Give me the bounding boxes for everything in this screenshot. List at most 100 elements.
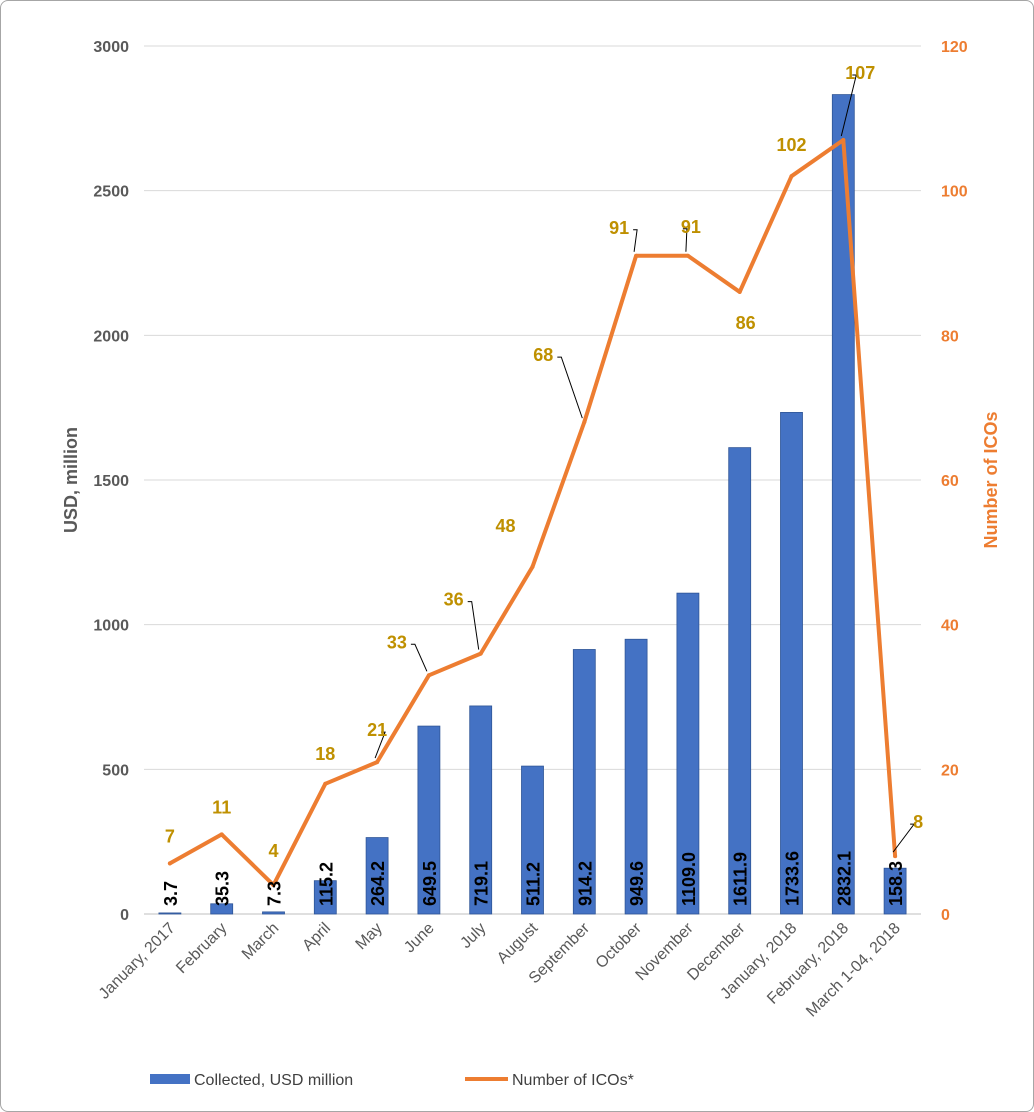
line-value-label: 91 (681, 217, 701, 237)
bar-value-label: 1109.0 (679, 852, 699, 906)
bar (624, 638, 648, 915)
bar-value-label: 115.2 (316, 862, 336, 906)
leader-line (410, 643, 428, 672)
y-tick-label: 3000 (93, 39, 129, 56)
line-value-label: 33 (387, 632, 407, 652)
y2-tick-label: 80 (941, 328, 959, 345)
category-label: May (353, 920, 386, 953)
bar-value-label: 35.3 (213, 871, 233, 906)
legend-line-label: Number of ICOs* (512, 1072, 634, 1089)
line-value-label: 18 (315, 744, 335, 764)
line-value-label: 102 (776, 135, 806, 155)
leader-line (892, 823, 916, 853)
leader-line (374, 731, 386, 759)
legend: Collected, USD million Number of ICOs* (150, 1072, 634, 1089)
y2-tick-label: 40 (941, 618, 959, 635)
line-data-labels: 7 11 4 18 21 33 36 48 68 91 91 86 102 107 8 (165, 63, 923, 861)
bar (572, 649, 596, 915)
y2-tick-label: 100 (941, 184, 968, 201)
bar (262, 911, 285, 915)
bar (831, 94, 855, 915)
category-label: April (299, 920, 334, 955)
line-value-label: 7 (165, 826, 175, 846)
line-point (219, 832, 224, 837)
y-tick-label: 0 (120, 907, 129, 924)
y2-tick-label: 20 (941, 762, 959, 779)
line-value-label: 48 (495, 516, 515, 536)
line-point (685, 253, 690, 258)
right-axis-title: Number of ICOs (981, 411, 1001, 548)
bar (158, 912, 182, 915)
bar-value-label: 649.5 (420, 861, 440, 906)
right-axis-ticks: 0 20 40 60 80 100 120 (941, 39, 968, 924)
bar (313, 880, 337, 915)
bar (883, 867, 907, 915)
line-point (323, 781, 328, 786)
bar-value-label: 914.2 (575, 861, 595, 906)
line-point (530, 564, 535, 569)
y-tick-label: 2000 (93, 328, 129, 345)
bar (469, 705, 493, 915)
bar (365, 837, 389, 915)
line-point (634, 253, 639, 258)
line-series (167, 138, 898, 888)
left-axis-title: USD, million (61, 427, 81, 533)
bar (676, 592, 700, 915)
line-point (426, 673, 431, 678)
gridlines (144, 45, 921, 915)
category-label: March 1-04, 2018 (803, 920, 904, 1021)
line-value-label: 86 (736, 313, 756, 333)
bar (417, 725, 441, 915)
bar-value-label: 1611.9 (731, 852, 751, 906)
y-tick-label: 1000 (93, 618, 129, 635)
bar-value-label: 511.2 (524, 862, 544, 906)
line-point (478, 651, 483, 656)
category-label: February (173, 920, 230, 977)
line-value-label: 91 (609, 218, 629, 238)
bar-value-label: 2832.1 (834, 851, 854, 906)
bar-value-label: 949.6 (627, 861, 647, 906)
bar-value-label: 264.2 (368, 861, 388, 906)
category-label: July (457, 920, 489, 952)
y-tick-label: 2500 (93, 184, 129, 201)
line-value-label: 107 (845, 63, 875, 83)
left-axis-ticks: 0 500 1000 1500 2000 2500 3000 (93, 39, 129, 924)
line-value-label: 8 (913, 812, 923, 832)
bar-value-label: 7.3 (265, 881, 285, 906)
line-value-label: 4 (268, 841, 278, 861)
y2-tick-label: 60 (941, 473, 959, 490)
bar (728, 447, 752, 915)
leader-line (840, 74, 857, 137)
line-value-label: 36 (444, 590, 464, 610)
line-value-label: 21 (367, 720, 387, 740)
leader-line (682, 228, 688, 252)
category-label: August (494, 919, 542, 967)
bar-value-label: 3.7 (161, 881, 181, 906)
bar-value-label: 1733.6 (783, 851, 803, 906)
line-point (789, 174, 794, 179)
category-label: June (401, 920, 438, 957)
bar-data-labels: 3.7 35.3 7.3 115.2 264.2 649.5 719.1 511.2 914.2… (161, 851, 906, 906)
leader-line (467, 601, 480, 650)
legend-bar-swatch (150, 1074, 190, 1084)
leader-line (633, 229, 638, 252)
y2-tick-label: 0 (941, 907, 950, 924)
line-value-label: 68 (533, 345, 553, 365)
bar (780, 412, 803, 915)
category-label: October (593, 919, 646, 972)
bar (210, 903, 234, 915)
category-label: March (239, 920, 282, 963)
leader-line (557, 356, 583, 419)
line-point (841, 138, 846, 143)
y-tick-label: 500 (102, 762, 129, 779)
bar-value-label: 158.3 (886, 861, 906, 906)
line-point (737, 289, 742, 294)
bar (521, 765, 544, 915)
leader-lines (374, 74, 916, 853)
line-point (582, 420, 587, 425)
legend-bar-label: Collected, USD million (194, 1072, 353, 1089)
bar-series (158, 94, 907, 915)
